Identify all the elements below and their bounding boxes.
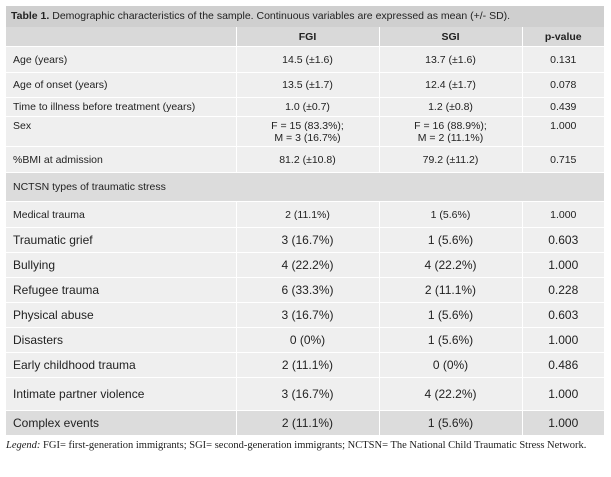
row-label: Age (years) — [6, 46, 237, 73]
header-sgi: SGI — [379, 27, 523, 47]
row-label: Disasters — [6, 327, 237, 353]
fgi-sex-female: F = 15 (83.3%); — [271, 119, 344, 132]
legend-text: FGI= first-generation immigrants; SGI= s… — [40, 440, 587, 451]
header-p-value: p-value — [522, 27, 604, 47]
row-label: Early childhood trauma — [6, 352, 237, 378]
sgi-value: 4 (22.2%) — [379, 252, 523, 278]
table-container: Table 1. Demographic characteristics of … — [6, 6, 604, 436]
p-value: 0.439 — [522, 97, 604, 117]
table-row: Refugee trauma 6 (33.3%) 2 (11.1%) 0.228 — [6, 277, 604, 303]
sgi-value: 0 (0%) — [379, 352, 523, 378]
sgi-value: 1 (5.6%) — [379, 227, 523, 253]
p-value: 1.000 — [522, 201, 604, 228]
sgi-value: 79.2 (±11.2) — [379, 146, 523, 173]
row-label: Complex events — [6, 410, 237, 436]
header-row: FGI SGI p-value — [6, 27, 604, 47]
p-value: 1.000 — [522, 116, 604, 147]
row-label: Sex — [6, 116, 237, 147]
table-row: Age (years) 14.5 (±1.6) 13.7 (±1.6) 0.13… — [6, 46, 604, 73]
section-label: NCTSN types of traumatic stress — [6, 172, 604, 202]
table-row: Disasters 0 (0%) 1 (5.6%) 1.000 — [6, 327, 604, 353]
row-label: Medical trauma — [6, 201, 237, 228]
row-label: Physical abuse — [6, 302, 237, 328]
caption-text: Demographic characteristics of the sampl… — [49, 10, 511, 22]
p-value: 0.131 — [522, 46, 604, 73]
table-row: Physical abuse 3 (16.7%) 1 (5.6%) 0.603 — [6, 302, 604, 328]
p-value: 1.000 — [522, 377, 604, 411]
row-label: Bullying — [6, 252, 237, 278]
fgi-value: 4 (22.2%) — [236, 252, 380, 278]
fgi-value: 2 (11.1%) — [236, 352, 380, 378]
sgi-value: 4 (22.2%) — [379, 377, 523, 411]
section-row: NCTSN types of traumatic stress — [6, 172, 604, 202]
sgi-value: 1 (5.6%) — [379, 410, 523, 436]
sgi-sex-male: M = 2 (11.1%) — [417, 131, 484, 144]
table-row: %BMI at admission 81.2 (±10.8) 79.2 (±11… — [6, 146, 604, 173]
table-row: Traumatic grief 3 (16.7%) 1 (5.6%) 0.603 — [6, 227, 604, 253]
legend-label: Legend: — [6, 440, 41, 451]
p-value: 1.000 — [522, 252, 604, 278]
header-label — [6, 27, 237, 47]
demographics-table: FGI SGI p-value Age (years) 14.5 (±1.6) … — [6, 27, 604, 436]
table-row: Age of onset (years) 13.5 (±1.7) 12.4 (±… — [6, 72, 604, 98]
fgi-value: 6 (33.3%) — [236, 277, 380, 303]
fgi-value: 81.2 (±10.8) — [236, 146, 380, 173]
p-value: 0.078 — [522, 72, 604, 98]
caption-label: Table 1. — [11, 10, 50, 22]
fgi-sex-male: M = 3 (16.7%) — [274, 131, 341, 144]
p-value: 1.000 — [522, 327, 604, 353]
sgi-value: 1 (5.6%) — [379, 201, 523, 228]
row-label: %BMI at admission — [6, 146, 237, 173]
p-value: 0.228 — [522, 277, 604, 303]
sgi-value: F = 16 (88.9%); M = 2 (11.1%) — [379, 116, 523, 147]
p-value: 1.000 — [522, 410, 604, 436]
row-label: Age of onset (years) — [6, 72, 237, 98]
table-row: Bullying 4 (22.2%) 4 (22.2%) 1.000 — [6, 252, 604, 278]
table-row: Early childhood trauma 2 (11.1%) 0 (0%) … — [6, 352, 604, 378]
fgi-value: 0 (0%) — [236, 327, 380, 353]
fgi-value: 3 (16.7%) — [236, 227, 380, 253]
table-caption: Table 1. Demographic characteristics of … — [6, 6, 604, 27]
fgi-value: 13.5 (±1.7) — [236, 72, 380, 98]
sgi-value: 1.2 (±0.8) — [379, 97, 523, 117]
fgi-value: 1.0 (±0.7) — [236, 97, 380, 117]
row-label: Refugee trauma — [6, 277, 237, 303]
table-row: Sex F = 15 (83.3%); M = 3 (16.7%) F = 16… — [6, 116, 604, 147]
row-label: Time to illness before treatment (years) — [6, 97, 237, 117]
row-label: Intimate partner violence — [6, 377, 237, 411]
header-fgi: FGI — [236, 27, 380, 47]
p-value: 0.715 — [522, 146, 604, 173]
fgi-value: 3 (16.7%) — [236, 377, 380, 411]
fgi-value: 2 (11.1%) — [236, 201, 380, 228]
p-value: 0.603 — [522, 302, 604, 328]
table-row: Intimate partner violence 3 (16.7%) 4 (2… — [6, 377, 604, 411]
table-row: Complex events 2 (11.1%) 1 (5.6%) 1.000 — [6, 410, 604, 436]
sgi-value: 13.7 (±1.6) — [379, 46, 523, 73]
fgi-value: 14.5 (±1.6) — [236, 46, 380, 73]
sgi-value: 12.4 (±1.7) — [379, 72, 523, 98]
p-value: 0.603 — [522, 227, 604, 253]
row-label: Traumatic grief — [6, 227, 237, 253]
table-row: Medical trauma 2 (11.1%) 1 (5.6%) 1.000 — [6, 201, 604, 228]
sgi-value: 1 (5.6%) — [379, 302, 523, 328]
sgi-value: 1 (5.6%) — [379, 327, 523, 353]
table-legend: Legend: FGI= first-generation immigrants… — [6, 440, 606, 453]
table-row: Time to illness before treatment (years)… — [6, 97, 604, 117]
sgi-value: 2 (11.1%) — [379, 277, 523, 303]
p-value: 0.486 — [522, 352, 604, 378]
sgi-sex-female: F = 16 (88.9%); — [414, 119, 487, 132]
fgi-value: 3 (16.7%) — [236, 302, 380, 328]
fgi-value: 2 (11.1%) — [236, 410, 380, 436]
fgi-value: F = 15 (83.3%); M = 3 (16.7%) — [236, 116, 380, 147]
